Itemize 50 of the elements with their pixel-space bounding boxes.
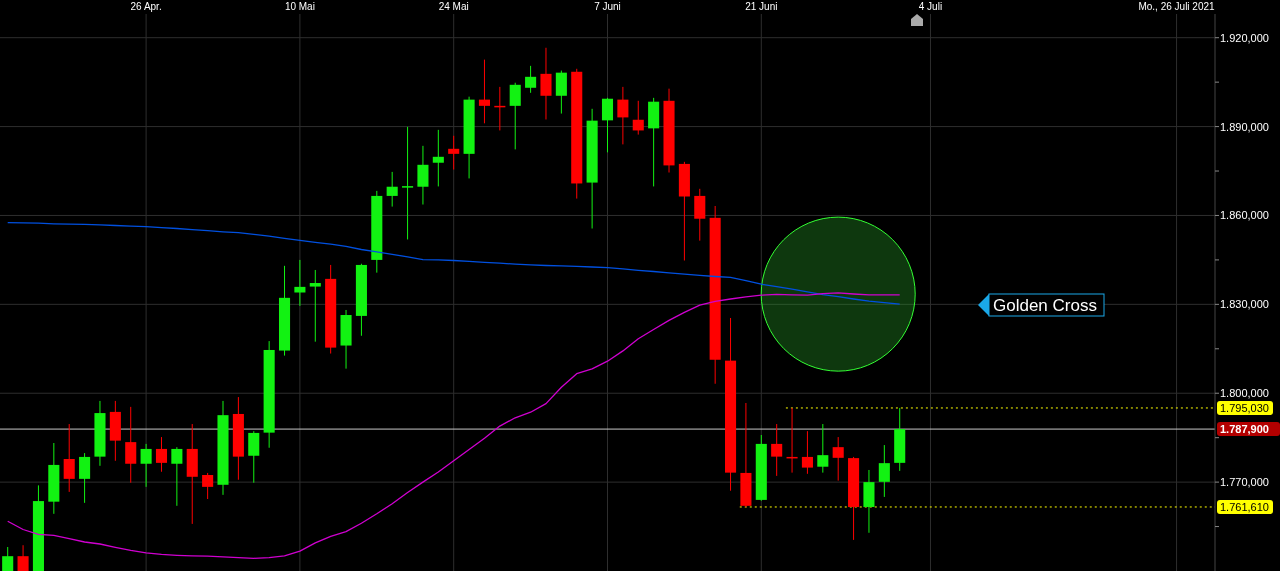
candlestick bbox=[555, 70, 567, 115]
x-tick-label: Mo., 26 Juli 2021 bbox=[1138, 1, 1216, 12]
line-series bbox=[7, 221, 901, 305]
candlestick bbox=[817, 423, 829, 474]
candlestick bbox=[478, 59, 490, 124]
candlestick bbox=[125, 406, 137, 484]
candlestick bbox=[63, 423, 75, 493]
x-tick-label: 21 Juni bbox=[745, 1, 778, 12]
candlestick bbox=[171, 446, 183, 507]
candlestick bbox=[417, 145, 429, 206]
candlestick bbox=[202, 472, 214, 500]
candlestick bbox=[248, 430, 260, 484]
candlestick bbox=[155, 436, 168, 473]
candlestick bbox=[878, 444, 890, 498]
y-tick-label: 1.920,000 bbox=[1220, 31, 1269, 44]
candlestick bbox=[309, 269, 321, 343]
candlestick bbox=[601, 97, 614, 153]
candlestick bbox=[771, 423, 783, 477]
x-tick-label: 26 Apr. bbox=[130, 1, 162, 12]
x-tick-label: 4 Juli bbox=[918, 1, 943, 12]
y-tick-label: 1.890,000 bbox=[1220, 120, 1269, 133]
candlestick bbox=[617, 86, 629, 145]
y-tick-label: 1.800,000 bbox=[1220, 387, 1269, 400]
candlestick bbox=[694, 188, 706, 242]
y-tick-label: 1.830,000 bbox=[1220, 298, 1269, 311]
line-series bbox=[7, 292, 901, 559]
candlestick bbox=[402, 126, 414, 240]
candlestick bbox=[832, 436, 844, 482]
candlestick bbox=[540, 47, 552, 120]
candlestick bbox=[2, 546, 14, 571]
x-tick-label: 10 Mai bbox=[284, 1, 315, 12]
candlestick bbox=[79, 452, 91, 504]
y-tick-label: 1.860,000 bbox=[1220, 209, 1269, 222]
candlestick bbox=[140, 443, 152, 488]
ref-line-label: 1.787,900 bbox=[1220, 423, 1269, 436]
candlestick bbox=[801, 430, 813, 475]
x-tick-label: 24 Mai bbox=[438, 1, 469, 12]
candlestick bbox=[294, 259, 306, 307]
ref-line-label: 1.761,610 bbox=[1220, 500, 1269, 513]
candlestick bbox=[386, 171, 398, 208]
candlestick bbox=[448, 135, 460, 171]
x-tick-label: 7 Juni bbox=[594, 1, 621, 12]
candlestick bbox=[525, 65, 537, 94]
candlestick bbox=[632, 100, 644, 136]
candlestick bbox=[432, 129, 444, 187]
candlestick bbox=[509, 82, 521, 150]
candlestick bbox=[17, 544, 29, 571]
ref-line-label: 1.795,030 bbox=[1220, 401, 1269, 414]
y-tick-label: 1.770,000 bbox=[1220, 476, 1269, 489]
annotation: Golden Cross bbox=[993, 296, 1097, 315]
